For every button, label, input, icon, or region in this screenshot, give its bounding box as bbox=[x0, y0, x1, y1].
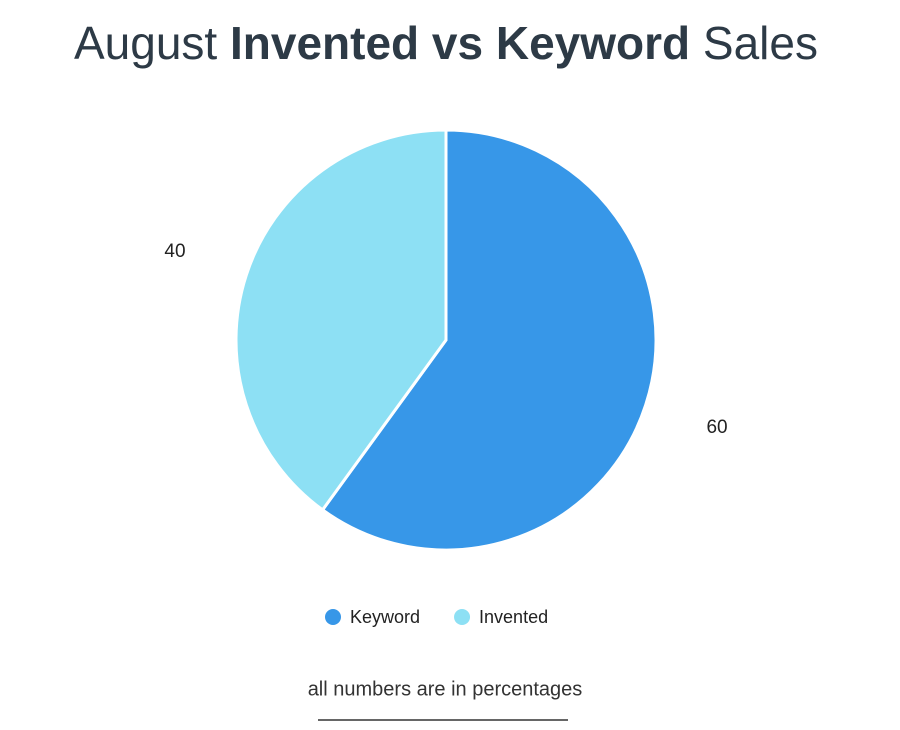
pie bbox=[234, 128, 658, 552]
legend-label: Invented bbox=[479, 607, 548, 627]
title-prefix: August bbox=[74, 17, 217, 69]
title-suffix: Sales bbox=[703, 17, 818, 69]
legend-marker bbox=[454, 609, 471, 625]
data-label: 60 bbox=[706, 417, 727, 438]
legend-marker bbox=[325, 609, 341, 625]
title-emphasis: Invented vs Keyword bbox=[230, 17, 690, 69]
pie-slice bbox=[234, 128, 448, 512]
footnote: all numbers are in percentages bbox=[308, 678, 583, 700]
legend: Keyword Invented bbox=[325, 607, 548, 627]
data-label: 40 bbox=[164, 241, 185, 262]
legend-label: Keyword bbox=[350, 607, 420, 627]
chart-title: August Invented vs Keyword Sales bbox=[74, 17, 818, 69]
pie-slice bbox=[320, 128, 658, 552]
